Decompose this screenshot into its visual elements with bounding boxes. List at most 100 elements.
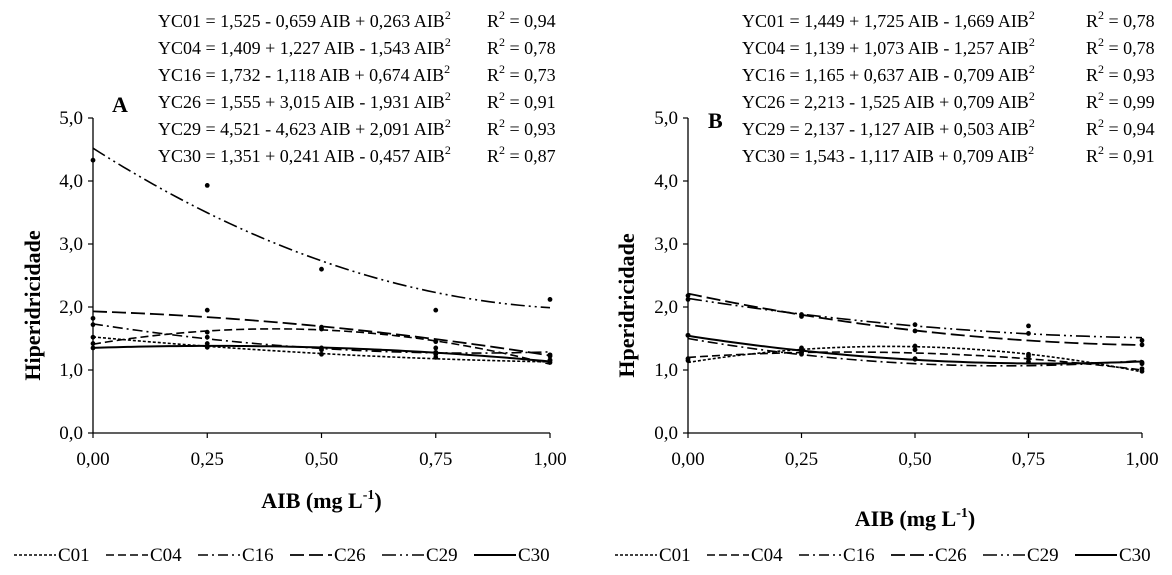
data-point-c26 bbox=[204, 307, 210, 313]
data-point-c01 bbox=[912, 343, 918, 349]
regression-equation: YC30 = 1,543 - 1,117 AIB + 0,709 AIB2 bbox=[742, 143, 1034, 166]
r-squared-value: R2 = 0,87 bbox=[487, 143, 556, 166]
data-point-c30 bbox=[319, 345, 324, 351]
data-point-c29 bbox=[1139, 337, 1145, 343]
r-squared-value: R2 = 0,78 bbox=[487, 35, 556, 58]
regression-equation: YC29 = 2,137 - 1,127 AIB + 0,503 AIB2 bbox=[742, 116, 1035, 139]
data-point-c30 bbox=[799, 349, 804, 355]
data-point-c01 bbox=[319, 351, 324, 357]
data-point-c30 bbox=[685, 332, 691, 338]
data-point-c26 bbox=[433, 339, 439, 345]
data-point-c29 bbox=[319, 266, 324, 272]
data-point-c04 bbox=[1026, 351, 1031, 357]
regression-equation: YC26 = 1,555 + 3,015 AIB - 1,931 AIB2 bbox=[158, 89, 451, 112]
series-line-c26 bbox=[92, 310, 551, 357]
legend-label-c30: C30 bbox=[518, 545, 550, 566]
r-squared-value: R2 = 0,93 bbox=[487, 116, 556, 139]
series-line-c29 bbox=[92, 147, 551, 309]
legend-label-c01: C01 bbox=[58, 545, 90, 566]
data-point-c26 bbox=[90, 315, 96, 321]
data-point-c16 bbox=[204, 334, 210, 340]
x-axis-label: AIB (mg L-1) bbox=[261, 488, 381, 513]
y-tick-label: 5,0 bbox=[654, 108, 678, 129]
r-squared-value: R2 = 0,93 bbox=[1086, 62, 1155, 85]
x-tick-label: 0,25 bbox=[191, 449, 224, 470]
r-squared-value: R2 = 0,73 bbox=[487, 62, 556, 85]
x-tick-label: 0,50 bbox=[305, 449, 338, 470]
regression-equation: YC04 = 1,139 + 1,073 AIB - 1,257 AIB2 bbox=[742, 35, 1035, 58]
legend-label-c26: C26 bbox=[935, 545, 967, 566]
y-tick-label: 4,0 bbox=[59, 171, 83, 192]
data-point-c26 bbox=[547, 352, 553, 358]
series-line-c16 bbox=[687, 337, 1143, 367]
legend-label-c16: C16 bbox=[242, 545, 274, 566]
data-point-c29 bbox=[685, 297, 691, 302]
panel-label: B bbox=[708, 108, 723, 133]
data-point-c04 bbox=[1139, 366, 1145, 372]
data-point-c29 bbox=[799, 314, 804, 319]
series-line-c04 bbox=[687, 351, 1143, 371]
x-tick-label: 1,00 bbox=[1125, 449, 1158, 470]
r-squared-value: R2 = 0,78 bbox=[1086, 8, 1155, 31]
data-point-c01 bbox=[90, 334, 96, 340]
x-tick-label: 0,75 bbox=[1012, 449, 1045, 470]
panel-label: A bbox=[112, 92, 128, 117]
data-point-c30 bbox=[1026, 359, 1031, 365]
r-squared-value: R2 = 0,94 bbox=[1086, 116, 1155, 139]
legend-label-c04: C04 bbox=[751, 545, 783, 566]
y-tick-label: 3,0 bbox=[654, 234, 678, 255]
regression-equation: YC01 = 1,449 + 1,725 AIB - 1,669 AIB2 bbox=[742, 8, 1035, 31]
legend-label-c30: C30 bbox=[1119, 545, 1151, 566]
legend-label-c01: C01 bbox=[659, 545, 691, 566]
legend-label-c29: C29 bbox=[426, 545, 458, 566]
data-point-c16 bbox=[90, 322, 96, 328]
data-point-c04 bbox=[204, 329, 210, 335]
data-point-c30 bbox=[90, 345, 96, 351]
data-point-c26 bbox=[685, 293, 691, 299]
data-point-c26 bbox=[319, 326, 324, 332]
data-point-c30 bbox=[204, 341, 210, 346]
chart-panel-b: 0,0 1,0 2,0 3,0 4,0 5,0 0,00 0,25 0,50 0,75 1,00 Hp… bbox=[614, 8, 1159, 566]
y-tick-label: 2,0 bbox=[654, 297, 678, 318]
y-tick-label: 2,0 bbox=[59, 297, 83, 318]
data-point-c26 bbox=[1139, 342, 1145, 348]
data-point-c26 bbox=[912, 328, 918, 334]
y-tick-label: 0,0 bbox=[654, 423, 678, 444]
x-axis-label: AIB (mg L-1) bbox=[855, 506, 975, 531]
r-squared-value: R2 = 0,99 bbox=[1086, 89, 1155, 112]
regression-equation: YC01 = 1,525 - 0,659 AIB + 0,263 AIB2 bbox=[158, 8, 451, 31]
regression-equation: YC29 = 4,521 - 4,623 AIB + 2,091 AIB2 bbox=[158, 116, 451, 139]
regression-equation: YC26 = 2,213 - 1,525 AIB + 0,709 AIB2 bbox=[742, 89, 1035, 112]
x-tick-label: 0,00 bbox=[671, 449, 704, 470]
data-point-c29 bbox=[912, 322, 918, 328]
data-point-c30 bbox=[547, 357, 553, 363]
y-tick-label: 3,0 bbox=[59, 234, 83, 255]
data-point-c29 bbox=[204, 183, 210, 188]
x-tick-label: 0,25 bbox=[785, 449, 818, 470]
y-axis-label: Hiperidricidade bbox=[20, 230, 45, 381]
data-point-c29 bbox=[90, 157, 96, 163]
regression-equation: YC16 = 1,165 + 0,637 AIB - 0,709 AIB2 bbox=[742, 62, 1035, 85]
y-tick-label: 1,0 bbox=[59, 360, 83, 381]
data-point-c04 bbox=[90, 341, 96, 346]
y-tick-label: 5,0 bbox=[59, 108, 83, 129]
x-tick-label: 0,75 bbox=[419, 449, 452, 470]
legend-label-c04: C04 bbox=[150, 545, 182, 566]
data-point-c04 bbox=[685, 356, 691, 362]
data-point-c29 bbox=[1026, 323, 1031, 329]
data-point-c04 bbox=[433, 345, 439, 351]
data-point-c30 bbox=[1139, 361, 1145, 367]
data-point-c30 bbox=[433, 351, 439, 357]
regression-equation: YC16 = 1,732 - 1,118 AIB + 0,674 AIB2 bbox=[158, 62, 450, 85]
y-axis-label: Hperidricidade bbox=[614, 233, 639, 377]
legend-label-c16: C16 bbox=[843, 545, 875, 566]
series-line-c01 bbox=[92, 336, 551, 363]
r-squared-value: R2 = 0,91 bbox=[1086, 143, 1155, 166]
y-tick-label: 4,0 bbox=[654, 171, 678, 192]
r-squared-value: R2 = 0,78 bbox=[1086, 35, 1155, 58]
x-tick-label: 0,00 bbox=[76, 449, 109, 470]
regression-equation: YC04 = 1,409 + 1,227 AIB - 1,543 AIB2 bbox=[158, 35, 451, 58]
legend-label-c29: C29 bbox=[1027, 545, 1059, 566]
data-point-c29 bbox=[547, 297, 553, 302]
